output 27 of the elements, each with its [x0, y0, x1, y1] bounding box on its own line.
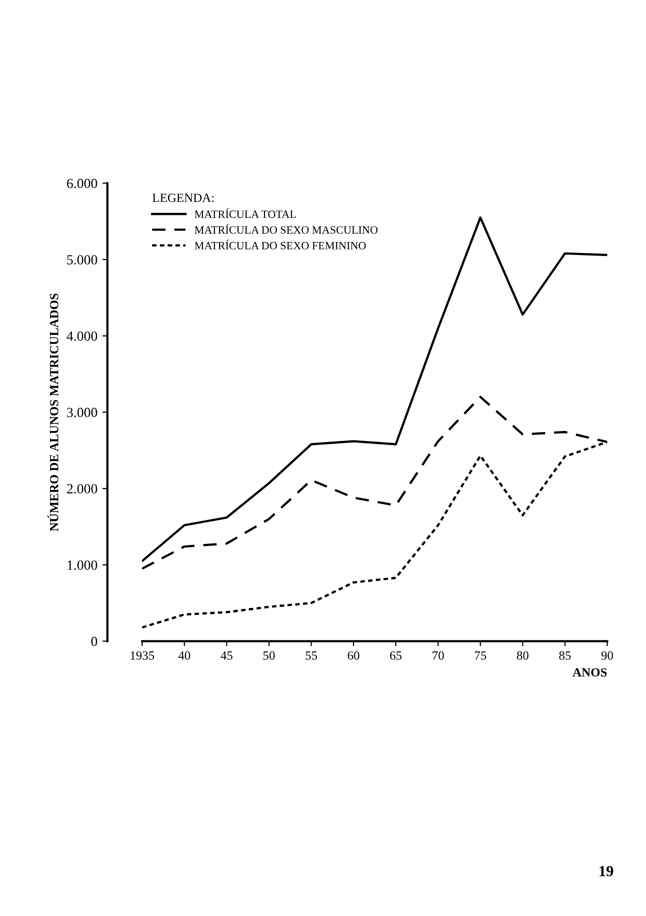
x-tick-label: 50 [263, 651, 275, 660]
x-tick-label: 85 [559, 651, 571, 660]
x-axis-title: ANOS [572, 668, 607, 677]
line-series [142, 216, 608, 562]
x-tick-label: 1935 [130, 651, 154, 660]
legend-label: MATRÍCULA DO SEXO FEMININO [194, 240, 366, 250]
y-tick-label: 1.000 [68, 560, 98, 570]
y-tick-label: 0 [91, 636, 98, 646]
x-tick-label: 55 [306, 651, 318, 660]
x-tick-label: 75 [474, 651, 486, 660]
y-tick-label: 3.000 [67, 408, 98, 418]
x-tick-label: 60 [348, 651, 360, 660]
x-tick-label: 90 [601, 651, 614, 660]
text: 19 [600, 866, 614, 876]
y-tick-label: 2.000 [67, 484, 98, 494]
x-tick-label: 40 [178, 651, 190, 660]
x-tick-label: 70 [432, 651, 444, 660]
legend-label: MATRÍCULA TOTAL [194, 208, 296, 218]
y-tick-label: 6.000 [67, 178, 98, 188]
x-tick-label: 80 [516, 651, 528, 660]
y-tick-label: 5.000 [67, 255, 98, 265]
legend-title: LEGENDA: [152, 194, 214, 202]
x-tick-label: 65 [390, 651, 402, 660]
legend-label: MATRÍCULA DO SEXO MASCULINO [194, 224, 378, 234]
x-tick-label: 45 [220, 651, 232, 660]
y-tick-label: 4.000 [66, 331, 98, 341]
y-axis-title: NÚMERO DE ALUNOS MATRICULADOS [48, 294, 58, 532]
